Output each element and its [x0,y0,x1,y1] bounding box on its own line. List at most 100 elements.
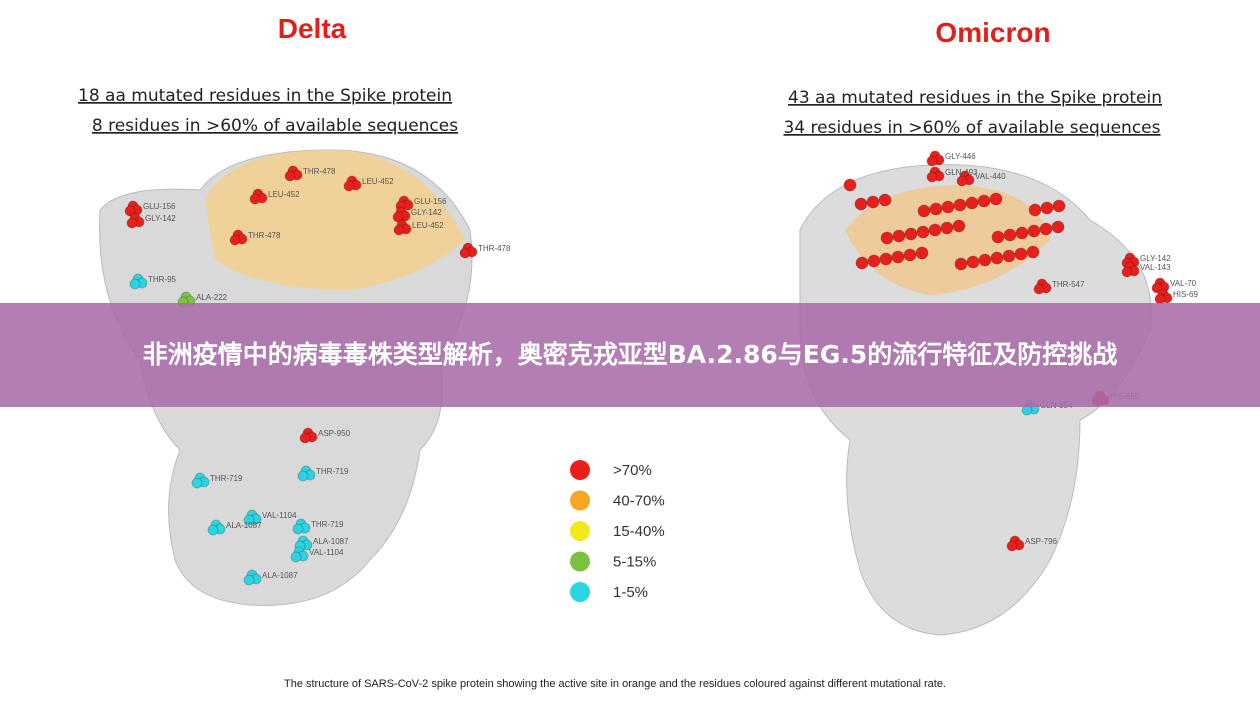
residue-label: ALA-1087 [313,537,349,546]
residue-label: ASP-796 [1025,537,1058,546]
residue-dot [956,175,968,187]
panel-title: Delta [278,13,347,44]
panel-subtitle: 43 aa mutated residues in the Spike prot… [788,88,1162,108]
residue-dot [880,231,894,245]
residue-dot [1051,220,1065,234]
residue-dot [1003,228,1017,242]
residue-dot [928,223,942,237]
residue-dot [991,230,1005,244]
residue-dot [891,250,905,264]
banner-text: 非洲疫情中的病毒毒株类型解析，奥密克戎亚型BA.2.86与EG.5的流行特征及防… [142,340,1118,369]
residue-dot [1026,245,1040,259]
residue-dot [126,217,138,229]
legend-swatch [570,551,590,572]
residue-label: VAL-70 [1170,279,1197,288]
omicron-active-site [845,185,1050,295]
residue-dot [124,205,136,217]
residue-label: THR-478 [478,244,511,253]
legend-swatch [570,490,590,511]
residue-label: VAL-1104 [262,511,297,520]
residue-dot [916,225,930,239]
residue-label: THR-478 [248,231,281,240]
residue-dot [878,193,892,207]
legend: >70% 40-70% 15-40% 5-15% 1-5% [570,460,665,602]
residue-label: THR-719 [316,467,349,476]
residue-label: LEU-452 [412,221,444,230]
residue-dot [243,574,255,586]
residue-dot [1052,199,1066,213]
residue-dot [952,219,966,233]
residue-dot [1040,201,1054,215]
residue-dot [990,251,1004,265]
residue-dot [1027,224,1041,238]
residue-dot [854,197,868,211]
residue-label: LEU-452 [268,190,300,199]
residue-dot [843,178,857,192]
residue-dot [966,255,980,269]
residue-dot [903,248,917,262]
residue-label: THR-547 [1052,280,1085,289]
residue-dot [941,200,955,214]
delta-active-site [205,150,465,290]
residue-label: GLY-142 [145,214,176,223]
residue-dot [1033,283,1045,295]
panel-subtitle: 18 aa mutated residues in the Spike prot… [78,86,452,106]
residue-dot [965,196,979,210]
residue-dot [343,180,355,192]
residue-dot [229,234,241,246]
legend-swatch [570,582,590,602]
residue-dot [940,221,954,235]
residue-dot [1002,249,1016,263]
residue-dot [292,523,304,535]
legend-label: >70% [613,462,652,479]
residue-label: THR-478 [303,167,336,176]
residue-label: VAL-440 [975,172,1006,181]
residue-label: ASP-950 [318,429,351,438]
residue-label: GLY-446 [945,152,976,161]
residue-dot [243,514,255,526]
residue-dot [977,194,991,208]
residue-label: GLU-156 [143,202,176,211]
residue-dot [929,202,943,216]
residue-dot [926,171,938,183]
panel-subtitle: 34 residues in >60% of available sequenc… [783,118,1160,138]
residue-dot [129,278,141,290]
residue-label: THR-95 [148,275,177,284]
residue-label: GLN-493 [945,168,978,177]
legend-label: 1-5% [613,584,648,601]
residue-dot [989,192,1003,206]
panel-title: Omicron [935,17,1050,48]
residue-dot [1006,540,1018,552]
legend-swatch [570,521,590,541]
residue-label: GLY-142 [1140,254,1171,263]
residue-dot [904,227,918,241]
legend-label: 15-40% [613,523,665,540]
residue-dot [1121,266,1133,278]
residue-label: VAL-143 [1140,263,1171,272]
residue-dot [393,224,405,236]
residue-dot [892,229,906,243]
residue-dot [1028,203,1042,217]
panel-subtitle: 8 residues in >60% of available sequence… [92,116,458,136]
legend-label: 40-70% [613,493,665,510]
residue-dot [1015,226,1029,240]
caption: The structure of SARS-CoV-2 spike protei… [284,678,946,690]
residue-label: ALA-222 [196,293,228,302]
legend-swatch [570,460,590,480]
residue-label: THR-719 [210,474,243,483]
residue-dot [284,170,296,182]
residue-dot [290,551,302,563]
residue-dot [867,254,881,268]
residue-label: ALA-1087 [226,521,262,530]
residue-dot [207,524,219,536]
residue-label: GLU-156 [414,197,447,206]
banner: 非洲疫情中的病毒毒株类型解析，奥密克戎亚型BA.2.86与EG.5的流行特征及防… [0,303,1260,407]
residue-label: VAL-1104 [309,548,344,557]
residue-dot [915,246,929,260]
residue-label: GLY-142 [411,208,442,217]
residue-dot [249,193,261,205]
residue-dot [954,257,968,271]
residue-dot [299,432,311,444]
residue-dot [855,256,869,270]
residue-dot [917,204,931,218]
